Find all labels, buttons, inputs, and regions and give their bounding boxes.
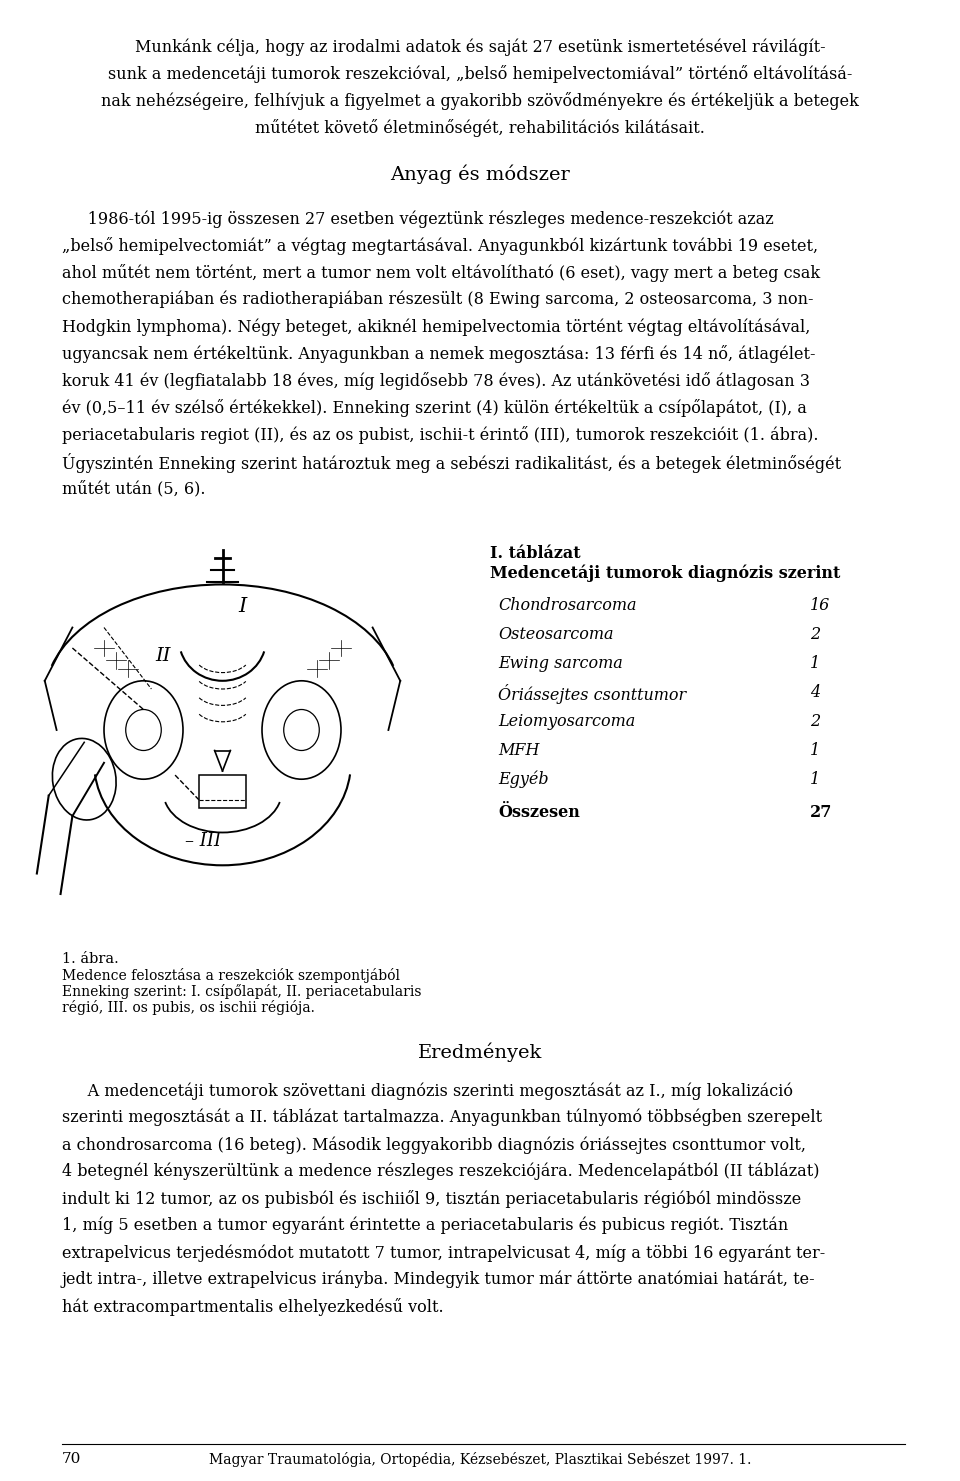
Text: Anyag és módszer: Anyag és módszer (390, 164, 570, 185)
Text: szerinti megosztását a II. táblázat tartalmazza. Anyagunkban túlnyomó többségben: szerinti megosztását a II. táblázat tart… (62, 1109, 822, 1127)
Text: 1986-tól 1995-ig összesen 27 esetben végeztünk részleges medence-reszekciót azaz: 1986-tól 1995-ig összesen 27 esetben vég… (62, 210, 774, 228)
Text: ahol műtét nem történt, mert a tumor nem volt eltávolítható (6 eset), vagy mert : ahol műtét nem történt, mert a tumor nem… (62, 264, 820, 281)
Text: 1: 1 (810, 655, 820, 672)
Text: 70: 70 (62, 1451, 82, 1466)
Text: 1: 1 (810, 742, 820, 758)
Text: sunk a medencetáji tumorok reszekcióval, „belső hemipelvectomiával” történő eltá: sunk a medencetáji tumorok reszekcióval,… (108, 65, 852, 83)
Text: Úgyszintén Enneking szerint határoztuk meg a sebészi radikalitást, és a betegek : Úgyszintén Enneking szerint határoztuk m… (62, 453, 841, 472)
Text: Magyar Traumatológia, Ortopédia, Kézsebészet, Plasztikai Sebészet 1997. 1.: Magyar Traumatológia, Ortopédia, Kézsebé… (209, 1451, 751, 1468)
Text: I. táblázat: I. táblázat (490, 545, 581, 561)
Text: Óriássejtes csonttumor: Óriássejtes csonttumor (498, 684, 686, 703)
Text: 1, míg 5 esetben a tumor egyaránt érintette a periacetabularis és pubicus regiót: 1, míg 5 esetben a tumor egyaránt érinte… (62, 1217, 788, 1235)
Text: Hodgkin lymphoma). Négy beteget, akiknél hemipelvectomia történt végtag eltávolí: Hodgkin lymphoma). Négy beteget, akiknél… (62, 318, 810, 336)
Text: indult ki 12 tumor, az os pubisból és ischiiől 9, tisztán periacetabularis régió: indult ki 12 tumor, az os pubisból és is… (62, 1191, 802, 1208)
Text: extrapelvicus terjedésmódot mutatott 7 tumor, intrapelvicusat 4, míg a többi 16 : extrapelvicus terjedésmódot mutatott 7 t… (62, 1244, 826, 1262)
Text: 4 betegnél kényszerültünk a medence részleges reszekciójára. Medencelapátból (II: 4 betegnél kényszerültünk a medence rész… (62, 1163, 820, 1180)
Text: 4: 4 (810, 684, 820, 701)
Text: 1: 1 (810, 772, 820, 788)
Text: 27: 27 (810, 804, 832, 820)
Text: ugyancsak nem értékeltünk. Anyagunkban a nemek megosztása: 13 férfi és 14 nő, át: ugyancsak nem értékeltünk. Anyagunkban a… (62, 345, 815, 363)
Text: régió, III. os pubis, os ischii régiója.: régió, III. os pubis, os ischii régiója. (62, 1000, 315, 1014)
Text: 1. ábra.: 1. ábra. (62, 952, 119, 966)
Text: I: I (238, 597, 247, 616)
Text: 2: 2 (810, 626, 820, 643)
Text: műtét után (5, 6).: műtét után (5, 6). (62, 480, 205, 498)
Text: Leiomyosarcoma: Leiomyosarcoma (498, 712, 636, 730)
Text: Ewing sarcoma: Ewing sarcoma (498, 655, 623, 672)
Text: hát extracompartmentalis elhelyezkedésű volt.: hát extracompartmentalis elhelyezkedésű … (62, 1297, 444, 1317)
Text: Egyéb: Egyéb (498, 772, 548, 788)
Text: műtétet követő életminőségét, rehabilitációs kilátásait.: műtétet követő életminőségét, rehabilitá… (255, 118, 705, 138)
Text: Osteosarcoma: Osteosarcoma (498, 626, 613, 643)
Text: Enneking szerint: I. csípőlapát, II. periacetabularis: Enneking szerint: I. csípőlapát, II. per… (62, 983, 421, 1000)
Text: MFH: MFH (498, 742, 540, 758)
Text: Medencetáji tumorok diagnózis szerint: Medencetáji tumorok diagnózis szerint (490, 564, 840, 582)
Text: jedt intra-, illetve extrapelvicus irányba. Mindegyik tumor már áttörte anatómia: jedt intra-, illetve extrapelvicus irány… (62, 1271, 816, 1288)
Text: Eredmények: Eredmények (418, 1043, 542, 1062)
Text: nak nehézségeire, felhívjuk a figyelmet a gyakoribb szövődményekre és értékeljük: nak nehézségeire, felhívjuk a figyelmet … (101, 92, 859, 110)
Text: a chondrosarcoma (16 beteg). Második leggyakoribb diagnózis óriássejtes csonttum: a chondrosarcoma (16 beteg). Második leg… (62, 1136, 806, 1154)
Text: „belső hemipelvectomiát” a végtag megtartásával. Anyagunkból kizártunk további 1: „belső hemipelvectomiát” a végtag megtar… (62, 237, 818, 255)
Text: chemotherapiában és radiotherapiában részesült (8 Ewing sarcoma, 2 osteosarcoma,: chemotherapiában és radiotherapiában rés… (62, 290, 813, 308)
Text: Chondrosarcoma: Chondrosarcoma (498, 597, 636, 615)
Text: A medencetáji tumorok szövettani diagnózis szerinti megosztását az I., míg lokal: A medencetáji tumorok szövettani diagnóz… (62, 1083, 793, 1099)
Text: II: II (156, 647, 171, 665)
Text: 2: 2 (810, 712, 820, 730)
Text: – III: – III (184, 832, 221, 850)
Text: Medence felosztása a reszekciók szempontjából: Medence felosztása a reszekciók szempont… (62, 969, 400, 983)
Text: periacetabularis regiot (II), és az os pubist, ischii-t érintő (III), tumorok re: periacetabularis regiot (II), és az os p… (62, 427, 819, 444)
Text: Munkánk célja, hogy az irodalmi adatok és saját 27 esetünk ismertetésével rávilá: Munkánk célja, hogy az irodalmi adatok é… (134, 39, 826, 55)
Text: év (0,5–11 év szélső értékekkel). Enneking szerint (4) külön értékeltük a csípől: év (0,5–11 év szélső értékekkel). Enneki… (62, 398, 806, 418)
Text: Összesen: Összesen (498, 804, 580, 820)
Bar (199, 775, 246, 809)
Text: 16: 16 (810, 597, 830, 615)
Text: koruk 41 év (legfiatalabb 18 éves, míg legidősebb 78 éves). Az utánkövetési idő : koruk 41 év (legfiatalabb 18 éves, míg l… (62, 372, 810, 390)
